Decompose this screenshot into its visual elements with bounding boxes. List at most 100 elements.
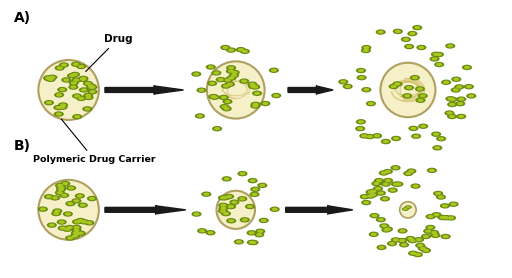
Circle shape xyxy=(401,37,411,42)
Circle shape xyxy=(453,88,459,91)
Circle shape xyxy=(381,224,387,228)
Circle shape xyxy=(404,94,410,98)
Circle shape xyxy=(55,65,65,71)
Ellipse shape xyxy=(38,180,99,240)
Circle shape xyxy=(240,49,250,54)
Circle shape xyxy=(228,70,234,73)
Circle shape xyxy=(77,194,83,198)
Circle shape xyxy=(222,176,232,182)
Circle shape xyxy=(411,133,421,139)
Circle shape xyxy=(454,84,464,90)
Circle shape xyxy=(376,217,386,222)
Circle shape xyxy=(76,230,86,236)
Circle shape xyxy=(248,240,259,245)
Circle shape xyxy=(57,219,67,225)
Circle shape xyxy=(421,234,431,239)
Circle shape xyxy=(40,207,46,211)
Circle shape xyxy=(60,227,66,230)
Circle shape xyxy=(434,146,440,150)
Circle shape xyxy=(60,103,66,106)
Circle shape xyxy=(383,228,389,232)
Circle shape xyxy=(410,75,420,80)
Circle shape xyxy=(376,29,386,35)
Circle shape xyxy=(79,219,89,225)
Circle shape xyxy=(223,85,229,88)
Circle shape xyxy=(361,48,371,53)
Circle shape xyxy=(394,82,400,86)
Circle shape xyxy=(226,47,236,53)
Circle shape xyxy=(228,48,234,52)
Circle shape xyxy=(446,111,453,115)
Circle shape xyxy=(418,246,428,251)
Circle shape xyxy=(86,85,96,90)
Circle shape xyxy=(408,237,413,240)
Circle shape xyxy=(383,178,393,183)
Circle shape xyxy=(356,119,366,125)
Circle shape xyxy=(68,84,78,90)
Circle shape xyxy=(84,220,94,225)
Circle shape xyxy=(413,135,419,138)
Circle shape xyxy=(374,134,380,137)
Circle shape xyxy=(83,95,94,100)
Circle shape xyxy=(468,94,474,98)
Circle shape xyxy=(380,196,390,202)
Circle shape xyxy=(63,211,73,217)
Circle shape xyxy=(74,226,80,229)
Circle shape xyxy=(59,193,69,198)
Circle shape xyxy=(229,200,240,205)
Circle shape xyxy=(393,137,399,140)
Circle shape xyxy=(210,95,217,98)
Circle shape xyxy=(72,225,82,230)
Circle shape xyxy=(195,113,205,119)
Circle shape xyxy=(402,93,412,99)
Text: A): A) xyxy=(14,11,31,25)
Circle shape xyxy=(214,127,220,130)
Circle shape xyxy=(48,78,54,81)
Circle shape xyxy=(57,87,67,92)
Circle shape xyxy=(388,187,398,193)
Circle shape xyxy=(376,179,382,182)
Circle shape xyxy=(191,71,201,77)
Circle shape xyxy=(249,83,255,86)
Circle shape xyxy=(88,89,98,95)
Circle shape xyxy=(221,83,231,89)
Circle shape xyxy=(379,223,389,229)
Circle shape xyxy=(345,85,351,88)
Circle shape xyxy=(80,78,87,81)
Circle shape xyxy=(451,203,457,206)
Circle shape xyxy=(434,52,444,57)
Circle shape xyxy=(59,220,65,224)
Circle shape xyxy=(393,166,398,169)
Circle shape xyxy=(362,195,368,198)
Circle shape xyxy=(432,145,442,150)
Circle shape xyxy=(208,94,219,99)
Circle shape xyxy=(201,192,211,197)
Circle shape xyxy=(69,80,79,86)
Circle shape xyxy=(218,203,228,208)
Circle shape xyxy=(399,239,405,242)
Circle shape xyxy=(90,85,96,89)
Circle shape xyxy=(434,62,444,67)
Circle shape xyxy=(383,226,393,232)
Circle shape xyxy=(457,102,463,105)
Circle shape xyxy=(197,228,207,234)
Circle shape xyxy=(223,212,229,215)
Circle shape xyxy=(82,106,92,112)
Circle shape xyxy=(262,102,268,105)
Circle shape xyxy=(76,96,87,101)
Circle shape xyxy=(191,211,202,217)
Circle shape xyxy=(370,193,376,196)
Circle shape xyxy=(53,105,63,110)
Circle shape xyxy=(228,205,234,208)
Circle shape xyxy=(229,73,239,78)
Circle shape xyxy=(374,178,384,183)
Circle shape xyxy=(423,228,433,234)
Circle shape xyxy=(421,248,431,253)
Circle shape xyxy=(61,194,67,197)
Circle shape xyxy=(420,247,426,250)
Circle shape xyxy=(423,249,429,252)
Circle shape xyxy=(415,98,425,103)
Circle shape xyxy=(46,101,52,104)
Circle shape xyxy=(340,80,346,83)
Circle shape xyxy=(211,70,221,76)
